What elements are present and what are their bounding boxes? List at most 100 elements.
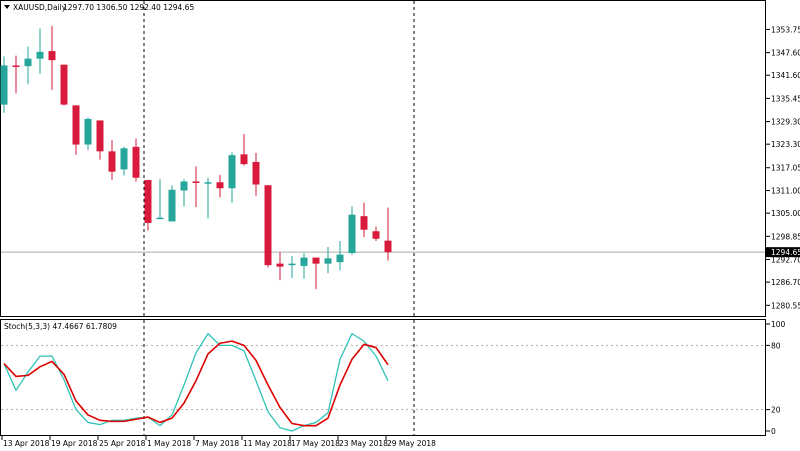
candle-body — [312, 257, 320, 264]
candle — [240, 134, 248, 166]
candle — [108, 140, 116, 180]
price-axis-label: 1298.85 — [771, 232, 800, 241]
candle — [252, 152, 260, 196]
ohlc-values: 1297.70 1306.50 1292.40 1294.65 — [63, 3, 194, 12]
candle — [288, 256, 296, 278]
candle — [84, 117, 92, 150]
stoch-axis-label: 80 — [771, 341, 781, 350]
candle-body — [36, 51, 44, 59]
stoch-axis-label: 20 — [771, 406, 781, 415]
candle — [204, 177, 212, 219]
last-price-label-box — [766, 247, 800, 258]
date-axis-label: 13 Apr 2018 — [3, 439, 50, 448]
candle-body — [324, 258, 332, 264]
candles-layer — [0, 25, 392, 290]
price-axis-label: 1335.45 — [771, 94, 800, 103]
stochastic-layer — [3, 332, 389, 432]
candle — [312, 257, 320, 290]
candle-body — [144, 179, 152, 223]
candle-body — [156, 217, 164, 220]
candle — [180, 179, 188, 207]
price-axis-label: 1341.60 — [771, 71, 800, 80]
date-axis-label: 29 May 2018 — [387, 439, 436, 448]
grid-layer — [1, 1, 765, 435]
date-axis-label: 19 Apr 2018 — [51, 439, 98, 448]
candle — [360, 202, 368, 238]
candle — [228, 152, 236, 203]
candle-body — [48, 51, 56, 61]
date-axis-label: 1 May 2018 — [147, 439, 191, 448]
price-axis-label: 1353.75 — [771, 25, 800, 34]
symbol-label: XAUUSD,Daily — [13, 3, 67, 12]
candle-body — [216, 182, 224, 189]
candle — [300, 253, 308, 279]
candle-body — [300, 257, 308, 266]
candle-body — [384, 240, 392, 253]
price-axis-label: 1323.30 — [771, 140, 800, 149]
candle — [36, 28, 44, 74]
candle — [132, 138, 140, 182]
candle-body — [228, 155, 236, 189]
candle-body — [24, 58, 32, 67]
price-axis-label: 1311.00 — [771, 187, 800, 196]
candle — [324, 247, 332, 274]
candle-body — [336, 254, 344, 263]
candle-body — [168, 189, 176, 222]
candle — [12, 55, 20, 94]
candle-body — [360, 216, 368, 230]
candle — [0, 56, 8, 113]
stoch-subwindow-frame — [0, 319, 766, 436]
candle-body — [372, 231, 380, 239]
candle-body — [12, 65, 20, 67]
stoch-d-line — [3, 340, 389, 427]
candle-body — [120, 148, 128, 170]
axis-layer: 1353.75 1347.60 1341.60 1335.45 1329.30 1323.… — [1, 25, 800, 448]
stoch-indicator-label: Stoch(5,3,3) 47.4667 61.7809 — [4, 322, 117, 331]
candle-body — [192, 181, 200, 183]
collapse-triangle-icon[interactable] — [4, 5, 10, 9]
stoch-k-line — [3, 332, 389, 432]
candle-body — [276, 263, 284, 267]
date-axis-label: 17 May 2018 — [291, 439, 340, 448]
candle-body — [84, 118, 92, 145]
candle — [48, 25, 56, 90]
candle — [168, 185, 176, 222]
last-price-label: 1294.65 — [771, 248, 800, 257]
candle-body — [96, 120, 104, 152]
candle — [336, 241, 344, 271]
price-axis-label: 1329.30 — [771, 118, 800, 127]
candle — [216, 174, 224, 198]
candle-body — [60, 64, 68, 105]
candle — [384, 207, 392, 261]
candle — [120, 146, 128, 176]
candle-body — [204, 182, 212, 184]
candle — [24, 46, 32, 85]
stoch-axis-label: 100 — [771, 320, 786, 329]
price-axis-label: 1305.00 — [771, 209, 800, 218]
date-axis-label: 11 May 2018 — [243, 439, 292, 448]
candle-body — [0, 65, 8, 105]
candle — [348, 206, 356, 255]
price-axis-label: 1317.05 — [771, 164, 800, 173]
price-axis-label: 1347.60 — [771, 49, 800, 58]
candle-body — [288, 263, 296, 266]
candle — [192, 166, 200, 208]
price-axis-label: 1292.70 — [771, 255, 800, 264]
candle — [264, 185, 272, 268]
candle-body — [180, 181, 188, 191]
candle — [72, 105, 80, 155]
date-axis-label: 25 Apr 2018 — [99, 439, 146, 448]
stoch-axis-label: 0 — [771, 427, 776, 436]
candle-body — [264, 185, 272, 266]
candle-body — [72, 105, 80, 145]
candle — [372, 226, 380, 242]
candle — [156, 179, 164, 220]
chart-header: XAUUSD,Daily 1297.70 1306.50 1292.40 129… — [4, 3, 194, 12]
candle-body — [348, 214, 356, 254]
date-axis-label: 7 May 2018 — [195, 439, 239, 448]
price-axis-label: 1280.55 — [771, 301, 800, 310]
candle — [96, 120, 104, 160]
main-chart-frame — [0, 0, 766, 317]
